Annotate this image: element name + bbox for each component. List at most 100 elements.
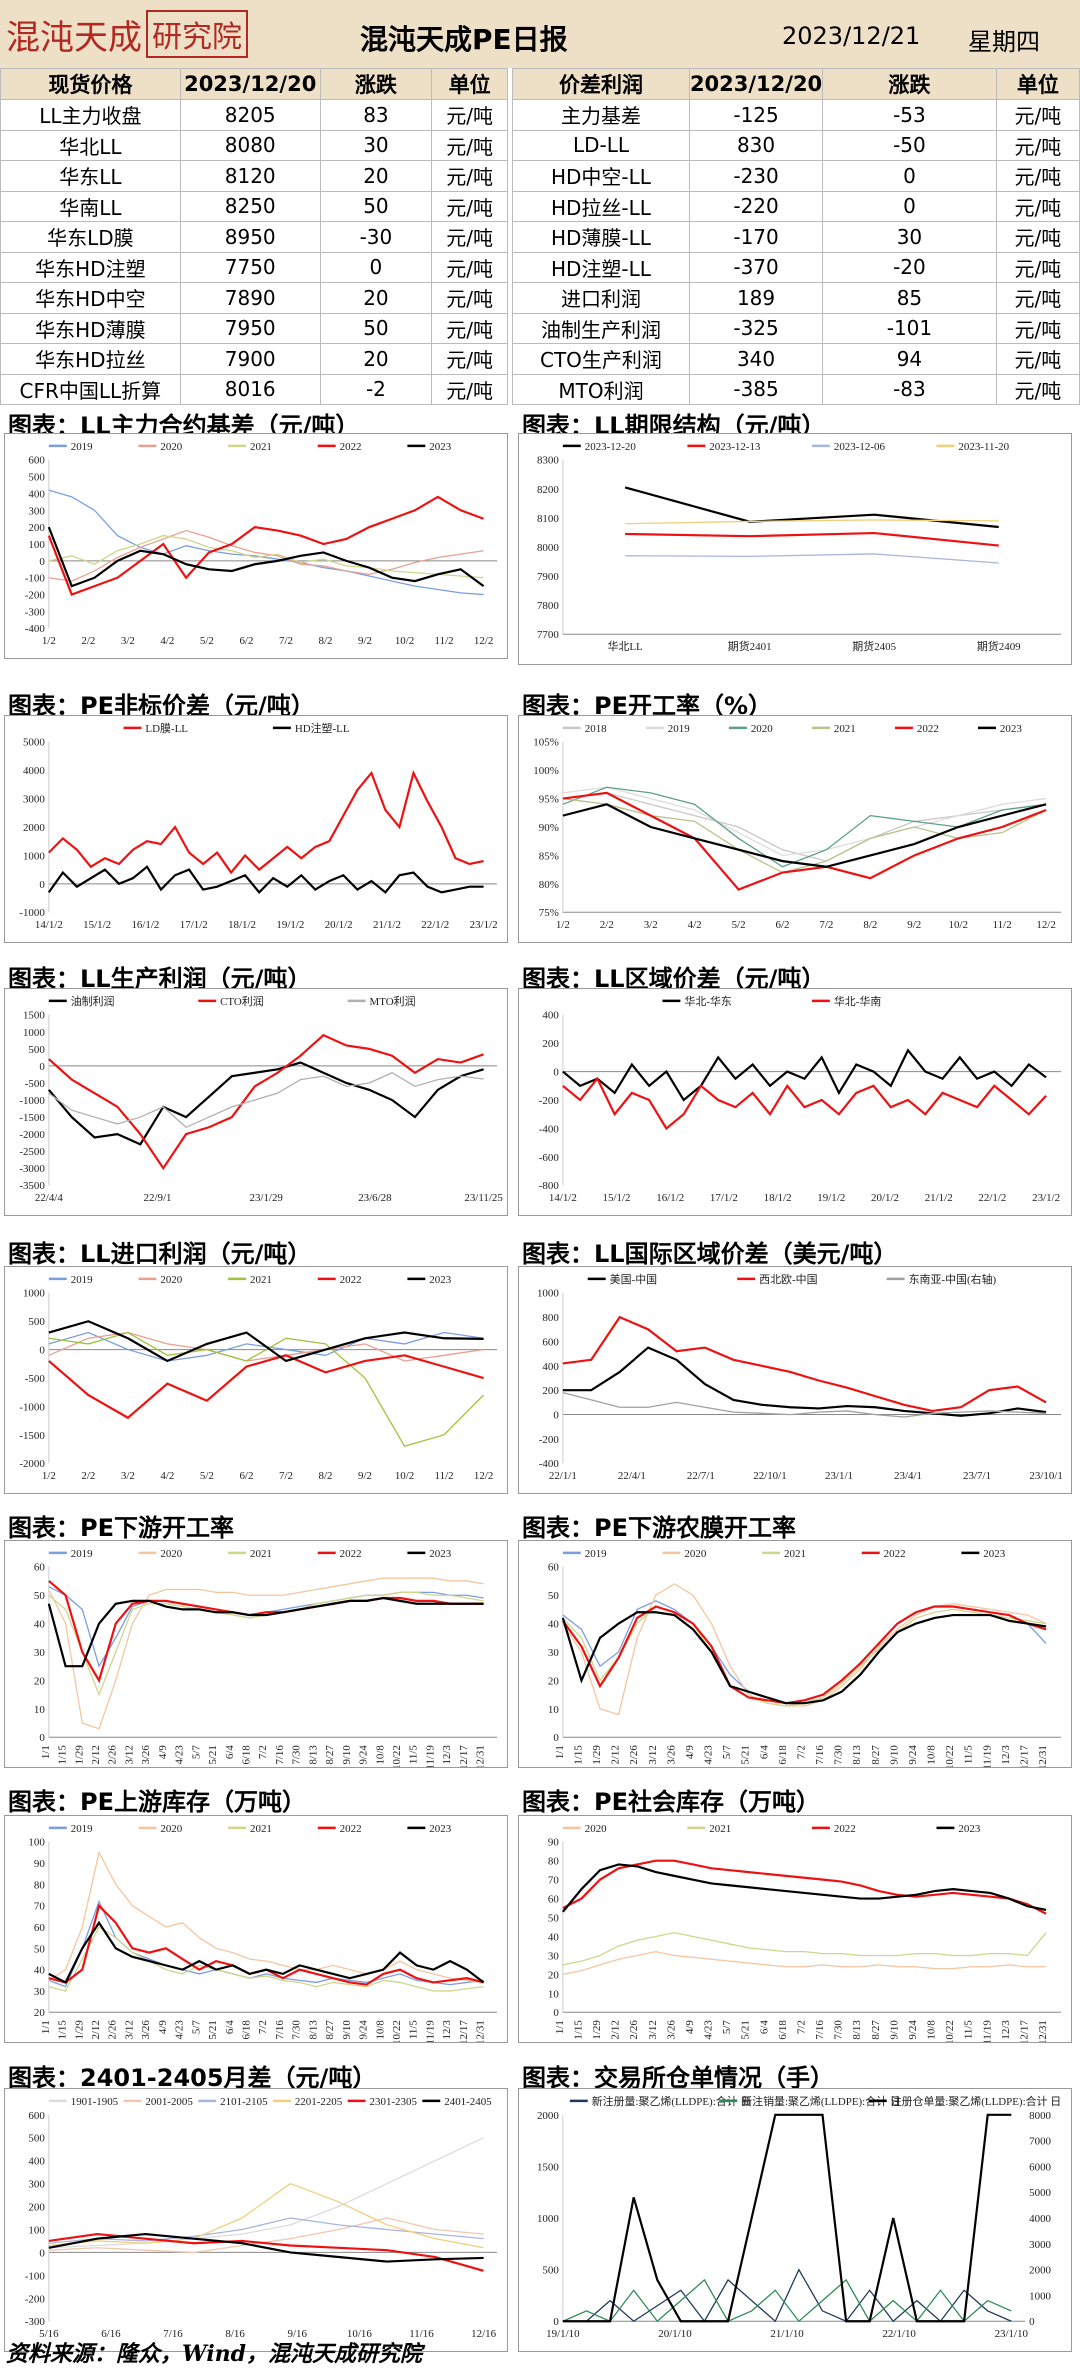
y-tick-label: 90% bbox=[539, 822, 559, 834]
x-tick-label: 5/7 bbox=[721, 1745, 733, 1759]
legend-label: 2020 bbox=[160, 1548, 182, 1560]
x-tick-label: 9/10 bbox=[888, 1745, 900, 1765]
x-tick-label: 4/23 bbox=[174, 2020, 186, 2040]
x-tick-label: 10/22 bbox=[944, 1745, 956, 1767]
x-tick-label: 2/26 bbox=[107, 2020, 119, 2040]
y-tick-label: 40 bbox=[548, 1619, 559, 1631]
series-line bbox=[48, 1920, 485, 1984]
y-tick-label: 60 bbox=[34, 1562, 45, 1574]
y-tick-label: -400 bbox=[25, 623, 46, 635]
x-tick-label: 10/8 bbox=[926, 2020, 938, 2040]
column-header: 现货价格 bbox=[0, 68, 181, 100]
x-tick-label: 6/4 bbox=[758, 2020, 770, 2034]
table-row: CTO生产利润 340 94 元/吨 bbox=[512, 343, 1080, 375]
x-tick-label: 7/16 bbox=[814, 2020, 826, 2040]
x-tick-label: 7/2 bbox=[279, 1470, 293, 1482]
series-line bbox=[625, 553, 999, 564]
series-line bbox=[562, 2278, 1012, 2323]
chart-svg: 2023-12-20 2023-12-13 2023-12-06 2023-11-20… bbox=[537, 441, 1062, 653]
y-tick-label: 50 bbox=[548, 1913, 559, 1925]
series-line bbox=[561, 1605, 1047, 1705]
table-cell: -125 bbox=[688, 99, 824, 131]
x-tick-label: 16/1/2 bbox=[656, 1192, 684, 1204]
series-line bbox=[48, 1591, 484, 1697]
y-tick-label: -200 bbox=[25, 590, 46, 602]
legend-item: 2022 bbox=[317, 1548, 362, 1560]
legend-item: 2018 bbox=[562, 723, 607, 735]
x-tick-label: 12/3 bbox=[1000, 1745, 1012, 1765]
table-cell: 7890 bbox=[179, 282, 321, 314]
y-tick-label: -3500 bbox=[19, 1180, 45, 1192]
x-tick-label: 15/1/2 bbox=[83, 919, 111, 931]
table-cell: 8950 bbox=[179, 221, 321, 253]
x-tick-label: 4/9 bbox=[684, 1745, 696, 1759]
x-tick-label: 8/2 bbox=[863, 919, 877, 931]
y-tick-label: 0 bbox=[553, 2007, 559, 2019]
legend-label: 2023 bbox=[429, 1548, 451, 1560]
chart-svg: 油制利润 CTO利润 MTO利润 1500 1000 500 0 -500 -1000 -1500… bbox=[19, 994, 503, 1204]
y-tick-label: -400 bbox=[539, 1458, 560, 1470]
x-tick-label: 14/1/2 bbox=[549, 1192, 577, 1204]
report-weekday: 星期四 bbox=[968, 28, 1040, 56]
chart-svg: 2019 2020 2021 2022 202310090807060504030201… bbox=[28, 1823, 498, 2042]
y-tick-label: -300 bbox=[25, 2316, 46, 2328]
y-tick-label: -1000 bbox=[19, 907, 45, 919]
x-tick-label: 8/13 bbox=[307, 1745, 319, 1765]
legend-label: 2020 bbox=[684, 1548, 706, 1560]
table-cell: 元/吨 bbox=[995, 190, 1080, 222]
x-tick-label: 17/1/2 bbox=[180, 919, 208, 931]
x-tick-label: 9/24 bbox=[907, 1745, 919, 1765]
legend-label: 注册仓单量:聚乙烯(LLDPE):合计 日 bbox=[891, 2094, 1062, 2108]
x-tick-label: 5/7 bbox=[721, 2020, 733, 2034]
table-cell: 30 bbox=[319, 129, 433, 161]
table-cell: 元/吨 bbox=[431, 190, 508, 222]
y-tick-label: -200 bbox=[539, 1434, 560, 1446]
x-tick-label: 23/1/2 bbox=[1032, 1192, 1060, 1204]
y-tick-label: 4000 bbox=[23, 765, 45, 777]
x-tick-label: 7/2 bbox=[279, 635, 293, 647]
x-tick-label: 3/12 bbox=[647, 1745, 659, 1764]
y-tick-label: -200 bbox=[539, 1095, 560, 1107]
y2-tick-label: 0 bbox=[1029, 2316, 1035, 2328]
x-tick-label: 5/7 bbox=[190, 2020, 202, 2034]
series-line bbox=[562, 803, 1047, 868]
x-tick-label: 22/9/1 bbox=[144, 1192, 172, 1204]
y-tick-label: 200 bbox=[542, 1038, 559, 1050]
legend-label: 2023-12-06 bbox=[834, 441, 886, 453]
x-tick-label: 2/12 bbox=[610, 1745, 622, 1764]
table-cell: 主力基差 bbox=[512, 99, 690, 131]
legend-item: 2021 bbox=[811, 723, 856, 735]
table-cell: MTO利润 bbox=[512, 373, 690, 405]
x-tick-label: 9/10 bbox=[341, 1745, 353, 1765]
legend-label: 新注销量:聚乙烯(LLDPE):合计 日 bbox=[741, 2094, 901, 2108]
table-cell: 元/吨 bbox=[431, 99, 508, 131]
chart-svg: LD膜-LL HD注塑-LL500040003000200010000-10001… bbox=[19, 721, 497, 931]
x-tick-label: 5/21 bbox=[207, 2020, 219, 2039]
x-tick-label: 10/2 bbox=[395, 635, 414, 647]
table-cell: 20 bbox=[319, 160, 433, 192]
legend-item: 2019 bbox=[48, 441, 93, 453]
x-tick-label: 11/19 bbox=[424, 2020, 436, 2042]
series-line bbox=[562, 1600, 1047, 1704]
y-tick-label: 300 bbox=[28, 505, 45, 517]
chart-c12: 2020 2021 2022 2023 90 80 70 60 50 40 30 20 10 0 1/1 1/… bbox=[518, 1815, 1072, 2043]
y-tick-label: 60 bbox=[548, 1562, 559, 1574]
x-tick-label: 7/16 bbox=[163, 2328, 183, 2340]
x-tick-label: 9/16 bbox=[288, 2328, 308, 2340]
x-tick-label: 5/16 bbox=[39, 2328, 59, 2340]
legend-label: 2021 bbox=[834, 723, 856, 735]
y-tick-label: 30 bbox=[34, 1986, 45, 1998]
y-tick-label: 1500 bbox=[537, 2161, 559, 2173]
table-cell: 华北LL bbox=[0, 129, 181, 161]
table-cell: -325 bbox=[688, 312, 824, 344]
legend-item: 2022 bbox=[317, 441, 362, 453]
table-row: 华东HD注塑 7750 0 元/吨 bbox=[0, 251, 508, 283]
x-tick-label: 1/2 bbox=[556, 919, 570, 931]
x-tick-label: 11/2 bbox=[435, 635, 454, 647]
legend-item: 2023 bbox=[407, 1274, 452, 1286]
x-tick-label: 6/18 bbox=[777, 2020, 789, 2040]
y-tick-label: 95% bbox=[539, 794, 559, 806]
chart-title: 图表：2401-2405月差（元/吨） bbox=[8, 2064, 377, 2092]
x-tick-label: 22/10/1 bbox=[753, 1470, 786, 1482]
chart-svg: 2020 2021 2022 2023 90 80 70 60 50 40 30 20 10 01/1 1/… bbox=[548, 1823, 1062, 2042]
